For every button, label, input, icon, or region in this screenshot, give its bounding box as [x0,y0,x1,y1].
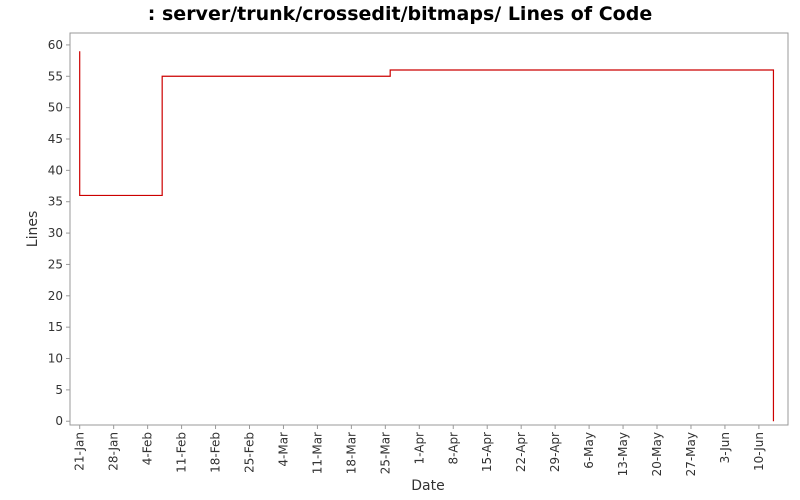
x-tick-label: 27-May [684,432,698,476]
y-tick-label: 10 [48,352,63,366]
x-axis-label: Date [411,478,444,494]
y-tick-label: 35 [48,195,63,209]
x-tick-label: 15-Apr [480,432,494,472]
plot-area [69,32,789,426]
y-tick-label: 5 [55,383,63,397]
x-tick-label: 25-Feb [243,432,257,473]
x-tick-label: 1-Apr [412,432,426,465]
chart-title: : server/trunk/crossedit/bitmaps/ Lines … [148,3,652,25]
x-tick-label: 8-Apr [446,432,460,465]
x-tick-label: 6-May [582,432,596,469]
x-tick-label: 18-Mar [344,432,358,474]
y-tick-label: 50 [48,101,63,115]
x-tick-label: 28-Jan [107,432,121,471]
y-tick-label: 55 [48,69,63,83]
y-axis-label: Lines [25,211,41,247]
y-tick-label: 15 [48,320,63,334]
x-tick-label: 3-Jun [718,432,732,463]
x-tick-label: 18-Feb [209,432,223,473]
x-tick-label: 20-May [650,432,664,476]
x-tick-label: 25-Mar [378,432,392,474]
y-tick-label: 60 [48,38,63,52]
x-tick-label: 13-May [616,432,630,476]
x-tick-label: 11-Mar [310,432,324,474]
x-tick-label: 4-Mar [276,432,290,467]
x-tick-label: 21-Jan [73,432,87,471]
y-tick-label: 45 [48,132,63,146]
y-tick-label: 0 [55,414,63,428]
y-tick-label: 40 [48,163,63,177]
x-tick-label: 22-Apr [514,432,528,472]
y-tick-label: 25 [48,257,63,271]
y-tick-label: 20 [48,289,63,303]
x-tick-label: 11-Feb [175,432,189,473]
y-tick-label: 30 [48,226,63,240]
data-line [79,51,775,422]
x-tick-label: 29-Apr [548,432,562,472]
x-tick-label: 10-Jun [752,432,766,471]
x-tick-label: 4-Feb [141,432,155,465]
